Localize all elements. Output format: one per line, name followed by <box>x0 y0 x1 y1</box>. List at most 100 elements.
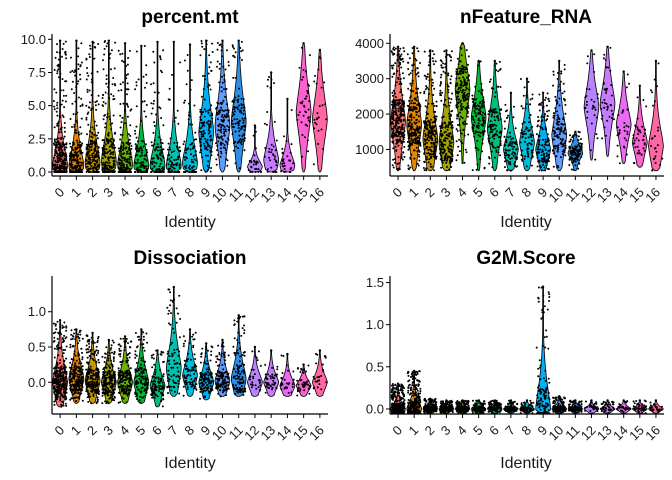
data-point <box>425 156 428 158</box>
data-point <box>426 73 429 76</box>
data-point <box>642 135 645 138</box>
data-point-max <box>237 39 240 42</box>
x-tick-label: 7 <box>502 185 518 201</box>
data-point <box>109 123 112 126</box>
data-point <box>391 127 394 130</box>
data-point <box>86 91 89 93</box>
data-point <box>93 134 96 136</box>
data-point <box>110 140 113 143</box>
data-point <box>85 118 88 121</box>
data-point <box>76 144 79 146</box>
data-point <box>399 91 402 94</box>
data-point <box>286 155 289 158</box>
data-point <box>556 121 559 124</box>
data-point <box>135 144 138 147</box>
data-point <box>216 136 219 138</box>
data-point <box>55 390 58 393</box>
data-point <box>56 101 59 104</box>
data-point <box>540 154 543 157</box>
data-point <box>475 125 478 128</box>
data-point <box>113 67 116 70</box>
data-point <box>411 82 414 85</box>
data-point <box>64 148 66 151</box>
data-point <box>64 337 67 340</box>
data-point <box>640 153 643 156</box>
data-point <box>59 323 62 326</box>
data-point <box>302 68 305 71</box>
data-point <box>71 345 74 348</box>
data-point <box>173 120 176 123</box>
data-point <box>124 167 127 170</box>
data-point <box>441 161 444 164</box>
data-point <box>494 95 497 98</box>
data-point <box>482 119 484 122</box>
data-point <box>503 135 506 138</box>
data-point <box>190 79 193 82</box>
data-point <box>77 370 80 373</box>
data-point <box>475 147 478 149</box>
data-point <box>511 145 513 148</box>
data-point <box>63 321 66 324</box>
data-point <box>537 116 540 118</box>
data-point <box>200 121 203 124</box>
data-point <box>398 73 401 76</box>
data-point <box>313 118 316 121</box>
data-point <box>537 139 540 142</box>
data-point <box>220 152 223 155</box>
data-point <box>431 57 434 60</box>
data-point <box>393 103 395 106</box>
data-point <box>423 92 426 95</box>
data-point <box>57 375 60 378</box>
data-point <box>543 115 546 118</box>
data-point <box>499 139 502 142</box>
data-point <box>423 169 426 172</box>
data-point <box>586 55 589 58</box>
data-point <box>593 106 596 109</box>
data-point <box>530 157 533 160</box>
data-point <box>153 61 156 64</box>
data-point <box>89 47 92 50</box>
data-point <box>155 162 158 165</box>
data-point <box>70 56 72 59</box>
data-point <box>410 135 413 138</box>
data-point <box>395 81 398 84</box>
data-point <box>112 98 115 101</box>
data-point <box>208 54 211 57</box>
data-point <box>53 347 56 350</box>
data-point <box>596 93 599 96</box>
data-point <box>428 129 431 132</box>
data-point <box>609 103 612 106</box>
data-point <box>457 123 459 126</box>
data-point <box>89 357 92 360</box>
data-point <box>203 98 206 101</box>
data-point <box>391 136 394 139</box>
data-point <box>159 56 162 59</box>
data-point <box>113 132 116 135</box>
data-point <box>281 147 284 150</box>
data-point <box>217 153 219 156</box>
data-point <box>399 80 402 83</box>
data-point <box>462 88 464 91</box>
data-point <box>539 125 542 128</box>
data-point <box>95 168 98 171</box>
data-point <box>555 99 558 102</box>
data-point-max <box>75 328 78 331</box>
data-point <box>55 372 58 375</box>
data-point <box>477 148 480 151</box>
data-point <box>459 111 462 114</box>
data-point <box>409 82 412 85</box>
data-point <box>394 96 397 98</box>
data-point <box>632 137 635 140</box>
data-point-max <box>270 71 273 74</box>
data-point <box>489 124 492 126</box>
data-point <box>455 82 458 85</box>
data-point <box>58 370 61 373</box>
data-point <box>192 146 195 149</box>
data-point <box>542 154 545 157</box>
data-point <box>450 59 452 62</box>
data-point <box>633 142 636 145</box>
data-point <box>102 161 105 164</box>
data-point <box>545 104 548 107</box>
data-point <box>410 126 413 129</box>
data-point <box>605 134 607 137</box>
